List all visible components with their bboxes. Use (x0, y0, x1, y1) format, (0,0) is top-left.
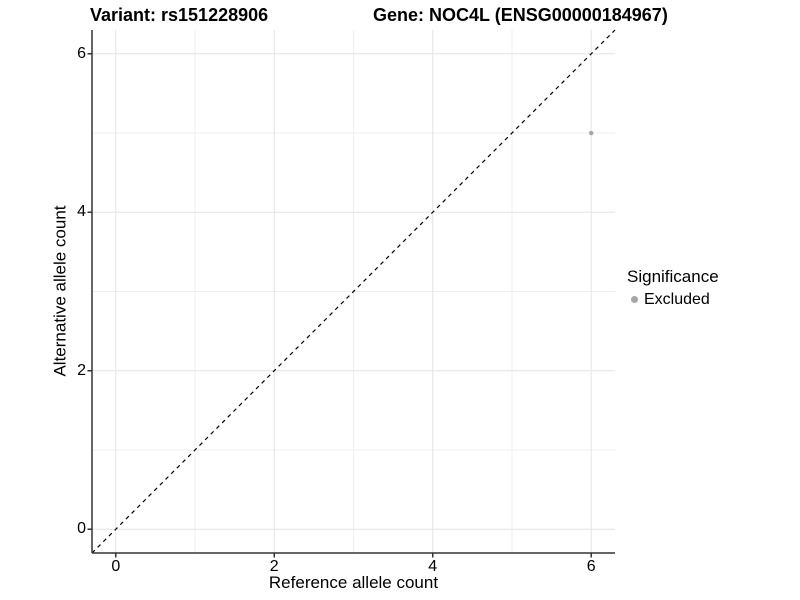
x-axis-title: Reference allele count (268, 573, 439, 592)
y-axis-title: Alternative allele count (50, 205, 70, 377)
y-tick-label: 4 (77, 203, 86, 221)
x-tick-label: 4 (428, 558, 438, 575)
variant-title: Variant: rs151228906 (90, 5, 269, 25)
legend-items: Excluded (627, 290, 719, 309)
y-tick-label: 0 (77, 520, 86, 538)
legend-title: Significance (627, 267, 719, 286)
gene-title: Gene: NOC4L (ENSG00000184967) (373, 5, 668, 25)
legend-point-icon (631, 296, 638, 303)
x-tick-label: 2 (269, 558, 279, 575)
legend: Significance Excluded (627, 266, 719, 309)
x-tick-label: 0 (111, 558, 121, 575)
legend-item: Excluded (627, 290, 719, 309)
identity-reference-line (91, 29, 616, 554)
y-tick-label: 6 (77, 44, 86, 62)
x-tick-label: 6 (586, 558, 596, 575)
data-point (589, 130, 594, 136)
legend-item-label: Excluded (644, 291, 710, 308)
y-tick-label: 2 (77, 361, 86, 379)
